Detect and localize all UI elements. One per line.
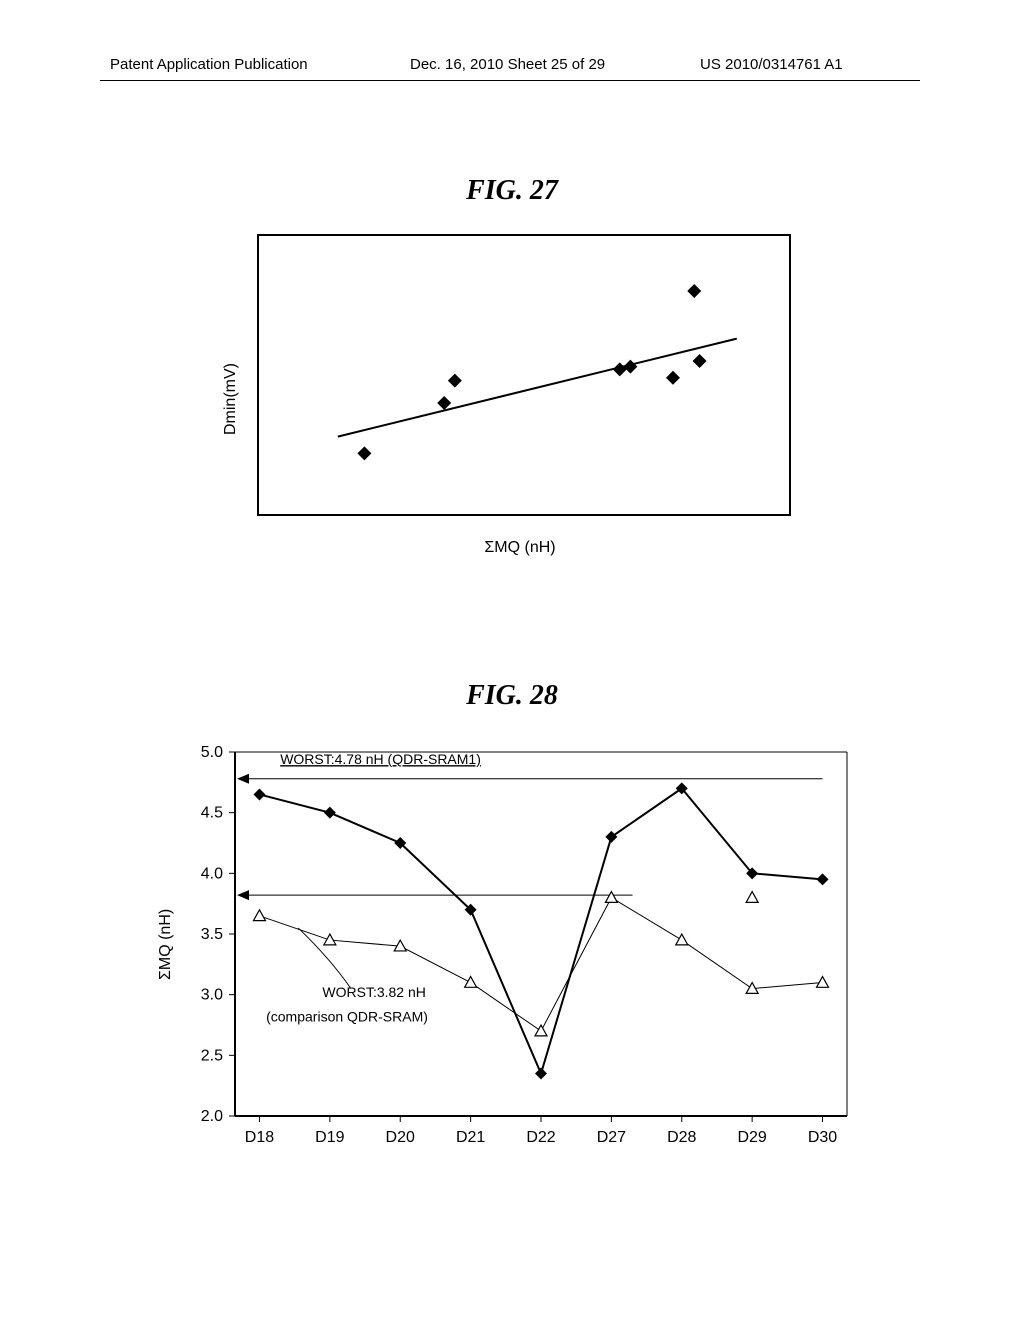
fig28-chart: ΣMQ (nH) 2.02.53.03.54.04.55.0D18D19D20D… — [175, 740, 865, 1180]
svg-text:3.5: 3.5 — [201, 926, 223, 943]
svg-text:D20: D20 — [386, 1129, 415, 1146]
svg-text:4.0: 4.0 — [201, 865, 223, 882]
svg-text:D28: D28 — [667, 1129, 696, 1146]
svg-text:D21: D21 — [456, 1129, 485, 1146]
fig28-plot: 2.0 2.5 3.0 3.5 4.0 4.5 5.0 D18 D19 D20 D21 D22 D27 D… — [175, 740, 865, 1160]
svg-text:4.5: 4.5 — [201, 805, 223, 822]
fig28-ylabel: ΣMQ (nH) — [157, 909, 175, 980]
header-publication: Patent Application Publication — [110, 56, 308, 73]
fig28-title: FIG. 28 — [0, 680, 1024, 712]
svg-text:D18: D18 — [245, 1129, 274, 1146]
svg-text:(comparison QDR-SRAM): (comparison QDR-SRAM) — [266, 1008, 428, 1024]
svg-text:D19: D19 — [315, 1129, 344, 1146]
svg-text:WORST:3.82 nH: WORST:3.82 nH — [322, 984, 425, 1000]
svg-text:WORST:4.78 nH (QDR-SRAM1): WORST:4.78 nH (QDR-SRAM1) — [280, 751, 481, 767]
fig27-xlabel: ΣMQ (nH) — [240, 539, 800, 557]
svg-text:D29: D29 — [737, 1129, 766, 1146]
header-date-sheet: Dec. 16, 2010 Sheet 25 of 29 — [410, 56, 605, 73]
fig27-title: FIG. 27 — [0, 175, 1024, 207]
svg-text:D30: D30 — [808, 1129, 837, 1146]
fig27-chart: Dmin(mV) ΣMQ (nH) — [240, 225, 800, 555]
svg-text:5.0: 5.0 — [201, 744, 223, 761]
svg-text:2.5: 2.5 — [201, 1047, 223, 1064]
header-pub-number: US 2010/0314761 A1 — [700, 56, 843, 73]
svg-text:D22: D22 — [526, 1129, 555, 1146]
fig27-plot — [240, 225, 800, 525]
svg-text:2.0: 2.0 — [201, 1108, 223, 1125]
fig27-ylabel: Dmin(mV) — [222, 363, 240, 435]
svg-text:D27: D27 — [597, 1129, 626, 1146]
header-rule — [100, 80, 920, 81]
svg-text:3.0: 3.0 — [201, 987, 223, 1004]
